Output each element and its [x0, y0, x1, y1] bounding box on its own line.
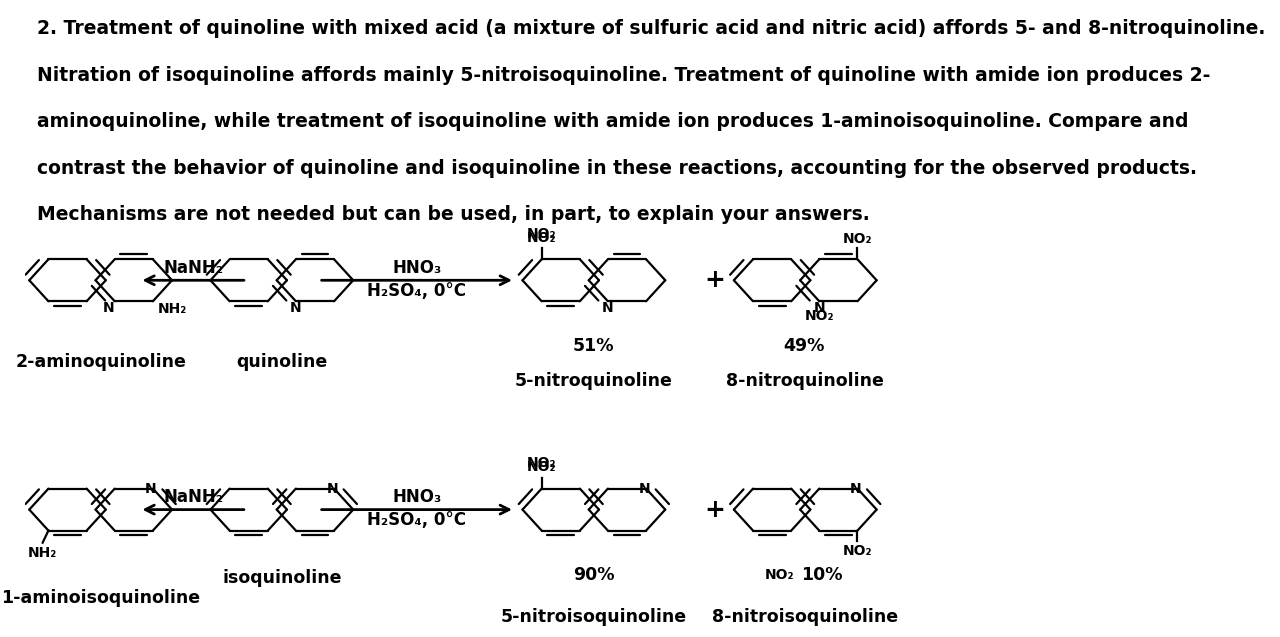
Text: NO₂: NO₂ [527, 227, 557, 241]
Text: isoquinoline: isoquinoline [223, 569, 342, 587]
Text: N: N [813, 301, 826, 315]
Text: NO₂: NO₂ [805, 308, 835, 322]
Text: HNO₃: HNO₃ [392, 259, 442, 277]
Text: NaNH₂: NaNH₂ [163, 259, 223, 277]
Text: Nitration of isoquinoline affords mainly 5-nitroisoquinoline. Treatment of quino: Nitration of isoquinoline affords mainly… [37, 66, 1211, 85]
Text: Mechanisms are not needed but can be used, in part, to explain your answers.: Mechanisms are not needed but can be use… [37, 205, 870, 224]
Text: 8-nitroisoquinoline: 8-nitroisoquinoline [712, 608, 899, 626]
Text: aminoquinoline, while treatment of isoquinoline with amide ion produces 1-aminoi: aminoquinoline, while treatment of isoqu… [37, 112, 1189, 131]
Text: 49%: 49% [783, 337, 824, 355]
Text: H₂SO₄, 0°C: H₂SO₄, 0°C [367, 282, 466, 300]
Text: N: N [326, 482, 338, 496]
Text: 10%: 10% [801, 566, 844, 584]
Text: 5-nitroquinoline: 5-nitroquinoline [515, 372, 673, 390]
Text: 90%: 90% [573, 566, 614, 584]
Text: quinoline: quinoline [237, 353, 328, 371]
Text: NO₂: NO₂ [842, 545, 872, 559]
Text: +: + [704, 268, 724, 292]
Text: 1-aminoisoquinoline: 1-aminoisoquinoline [1, 589, 200, 606]
Text: 2-aminoquinoline: 2-aminoquinoline [15, 353, 186, 371]
Text: H₂SO₄, 0°C: H₂SO₄, 0°C [367, 512, 466, 529]
Text: NO₂: NO₂ [527, 460, 557, 474]
Text: 8-nitroquinoline: 8-nitroquinoline [726, 372, 884, 390]
Text: NO₂: NO₂ [527, 231, 557, 245]
Text: contrast the behavior of quinoline and isoquinoline in these reactions, accounti: contrast the behavior of quinoline and i… [37, 159, 1197, 178]
Text: 2. Treatment of quinoline with mixed acid (a mixture of sulfuric acid and nitric: 2. Treatment of quinoline with mixed aci… [37, 19, 1266, 38]
Text: N: N [291, 301, 302, 315]
Text: N: N [850, 482, 861, 496]
Text: N: N [145, 482, 157, 496]
Text: NH₂: NH₂ [157, 303, 187, 317]
Text: NO₂: NO₂ [842, 231, 872, 245]
Text: NaNH₂: NaNH₂ [163, 489, 223, 506]
Text: NO₂: NO₂ [764, 568, 794, 582]
Text: N: N [102, 301, 115, 315]
Text: N: N [602, 301, 613, 315]
Text: 51%: 51% [573, 337, 614, 355]
Text: NH₂: NH₂ [28, 547, 58, 561]
Text: N: N [639, 482, 650, 496]
Text: +: + [704, 497, 724, 522]
Text: 5-nitroisoquinoline: 5-nitroisoquinoline [500, 608, 687, 626]
Text: NO₂: NO₂ [527, 457, 557, 471]
Text: HNO₃: HNO₃ [392, 489, 442, 506]
